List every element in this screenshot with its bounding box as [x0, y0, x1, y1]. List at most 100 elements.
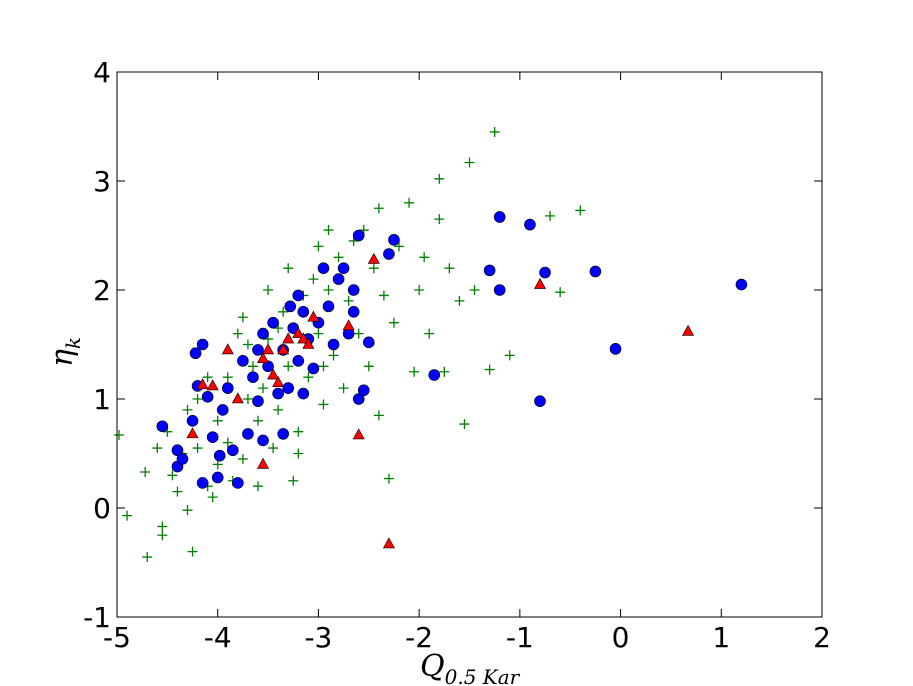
- plus-point: [338, 383, 349, 394]
- triangle-point: [257, 457, 270, 469]
- y-tick-label: 1: [93, 383, 111, 416]
- plus-point: [207, 492, 218, 503]
- circle-point: [322, 300, 335, 313]
- triangle-point: [292, 326, 305, 338]
- circle-point: [242, 428, 254, 440]
- y-tick-label: 3: [93, 165, 111, 198]
- plus-point: [383, 473, 394, 484]
- plus-point: [278, 306, 289, 317]
- circle-point: [589, 265, 602, 278]
- circle-point: [171, 444, 184, 457]
- plus-point: [545, 210, 556, 221]
- plus-point: [313, 328, 324, 339]
- y-tick-label: -1: [83, 601, 111, 634]
- circle-point: [237, 355, 249, 367]
- plus-point: [283, 361, 294, 372]
- plus-point: [263, 285, 274, 295]
- circle-point: [539, 266, 551, 279]
- plus-point: [114, 429, 125, 440]
- circle-point: [332, 273, 345, 285]
- x-tick-label: -4: [204, 621, 232, 654]
- circle-point: [176, 453, 189, 465]
- plus-point: [273, 404, 284, 415]
- plus-point: [192, 394, 203, 404]
- plus-point: [142, 552, 153, 563]
- circle-point: [524, 218, 536, 231]
- x-tick-label: -2: [405, 621, 433, 654]
- plus-point: [140, 467, 151, 478]
- plus-point: [363, 361, 374, 372]
- circle-point: [282, 382, 295, 394]
- plot-area: [114, 126, 748, 563]
- circle-point: [211, 471, 224, 484]
- triangle-point: [186, 427, 199, 439]
- plus-point: [222, 372, 233, 383]
- y-tick-label: 0: [93, 492, 111, 525]
- circle-point: [284, 300, 297, 313]
- plus-point: [303, 372, 314, 383]
- plus-point: [409, 366, 420, 377]
- plus-point: [388, 317, 399, 328]
- triangle-point: [367, 252, 380, 264]
- plus-point: [489, 126, 500, 137]
- plus-point: [293, 426, 304, 437]
- triangle-point: [206, 379, 219, 391]
- y-tick-label: 4: [93, 56, 111, 89]
- circle-point: [216, 404, 229, 416]
- circle-point: [189, 347, 202, 360]
- x-tick-label: 2: [813, 621, 831, 654]
- plus-point: [318, 361, 329, 372]
- circle-point: [297, 387, 310, 400]
- circle-point: [277, 428, 289, 440]
- circle-point: [317, 262, 330, 275]
- triangle-point: [382, 537, 395, 549]
- plus-point: [237, 453, 248, 464]
- circle-point: [297, 305, 310, 318]
- plus-point: [469, 285, 480, 295]
- x-label-main: Q: [420, 649, 445, 684]
- y-label-subscript: k: [61, 337, 85, 349]
- plus-point: [323, 225, 334, 236]
- plus-point: [232, 328, 243, 339]
- plus-point: [444, 263, 455, 274]
- plus-point: [313, 241, 324, 252]
- circle-point: [362, 336, 375, 349]
- plus-point: [434, 173, 445, 184]
- circle-point: [352, 393, 365, 405]
- plus-point: [434, 214, 445, 225]
- circle-point: [383, 248, 395, 260]
- triangle-point: [221, 343, 234, 355]
- circle-point: [428, 369, 441, 381]
- circle-point: [609, 343, 622, 355]
- y-label-main: η: [45, 349, 80, 367]
- circle-point: [206, 431, 219, 443]
- circle-point: [347, 305, 360, 318]
- triangle-point: [342, 319, 355, 331]
- plus-point: [192, 443, 203, 454]
- plus-point: [268, 443, 279, 454]
- plus-point: [373, 203, 384, 214]
- plus-point: [575, 205, 586, 216]
- triangle-point: [257, 352, 270, 363]
- x-tick-label: 0: [612, 621, 630, 654]
- plus-point: [283, 263, 294, 274]
- plus-point: [172, 486, 183, 497]
- triangle-point: [297, 332, 310, 344]
- circle-point: [337, 262, 350, 275]
- plus-point: [242, 339, 253, 350]
- circle-point: [388, 234, 400, 246]
- x-axis-label: Q0.5 Kar: [420, 649, 521, 686]
- plus-point: [373, 410, 384, 421]
- plus-point: [258, 383, 269, 394]
- plus-point: [439, 366, 450, 377]
- circle-point: [227, 444, 239, 457]
- circle-point: [186, 414, 199, 427]
- plus-point: [318, 399, 329, 410]
- circle-point: [735, 278, 748, 291]
- triangle-point: [307, 310, 320, 322]
- plus-point: [152, 443, 163, 454]
- circle-point: [357, 384, 370, 397]
- plus-point: [353, 328, 364, 339]
- circle-point: [156, 420, 169, 433]
